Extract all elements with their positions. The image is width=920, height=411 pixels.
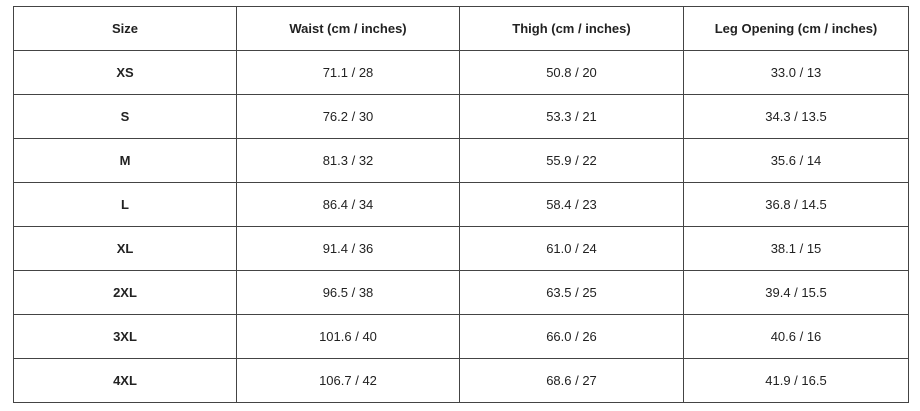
table-body: XS 71.1 / 28 50.8 / 20 33.0 / 13 S 76.2 / 30 5… (13, 50, 909, 403)
measure-cell: 39.4 / 15.5 (683, 270, 909, 315)
measure-cell: 53.3 / 21 (459, 94, 684, 139)
measure-cell: 63.5 / 25 (459, 270, 684, 315)
measure-cell: 86.4 / 34 (236, 182, 460, 227)
measure-cell: 106.7 / 42 (236, 358, 460, 403)
measure-cell: 36.8 / 14.5 (683, 182, 909, 227)
measure-cell: 61.0 / 24 (459, 226, 684, 271)
size-cell: XL (13, 226, 237, 271)
measure-cell: 66.0 / 26 (459, 314, 684, 359)
size-table: Size Waist (cm / inches) Thigh (cm / inche… (13, 6, 909, 403)
measure-cell: 33.0 / 13 (683, 50, 909, 95)
measure-cell: 50.8 / 20 (459, 50, 684, 95)
measure-cell: 34.3 / 13.5 (683, 94, 909, 139)
header-cell: Leg Opening (cm / inches) (683, 6, 909, 51)
measure-cell: 38.1 / 15 (683, 226, 909, 271)
table-row: 2XL 96.5 / 38 63.5 / 25 39.4 / 15.5 (13, 270, 909, 315)
header-cell: Waist (cm / inches) (236, 6, 460, 51)
measure-cell: 91.4 / 36 (236, 226, 460, 271)
measure-cell: 101.6 / 40 (236, 314, 460, 359)
measure-cell: 96.5 / 38 (236, 270, 460, 315)
header-row: Size Waist (cm / inches) Thigh (cm / inche… (13, 6, 909, 51)
header-cell: Size (13, 6, 237, 51)
measure-cell: 68.6 / 27 (459, 358, 684, 403)
size-cell: M (13, 138, 237, 183)
measure-cell: 35.6 / 14 (683, 138, 909, 183)
measure-cell: 76.2 / 30 (236, 94, 460, 139)
size-cell: 2XL (13, 270, 237, 315)
table-row: 3XL 101.6 / 40 66.0 / 26 40.6 / 16 (13, 314, 909, 359)
table-row: XL 91.4 / 36 61.0 / 24 38.1 / 15 (13, 226, 909, 271)
table-row: S 76.2 / 30 53.3 / 21 34.3 / 13.5 (13, 94, 909, 139)
table-row: L 86.4 / 34 58.4 / 23 36.8 / 14.5 (13, 182, 909, 227)
table-row: XS 71.1 / 28 50.8 / 20 33.0 / 13 (13, 50, 909, 95)
measure-cell: 41.9 / 16.5 (683, 358, 909, 403)
measure-cell: 81.3 / 32 (236, 138, 460, 183)
measure-cell: 71.1 / 28 (236, 50, 460, 95)
measure-cell: 55.9 / 22 (459, 138, 684, 183)
table-row: M 81.3 / 32 55.9 / 22 35.6 / 14 (13, 138, 909, 183)
size-cell: 4XL (13, 358, 237, 403)
size-cell: 3XL (13, 314, 237, 359)
size-cell: S (13, 94, 237, 139)
size-cell: XS (13, 50, 237, 95)
header-cell: Thigh (cm / inches) (459, 6, 684, 51)
measure-cell: 40.6 / 16 (683, 314, 909, 359)
size-cell: L (13, 182, 237, 227)
table-row: 4XL 106.7 / 42 68.6 / 27 41.9 / 16.5 (13, 358, 909, 403)
measure-cell: 58.4 / 23 (459, 182, 684, 227)
